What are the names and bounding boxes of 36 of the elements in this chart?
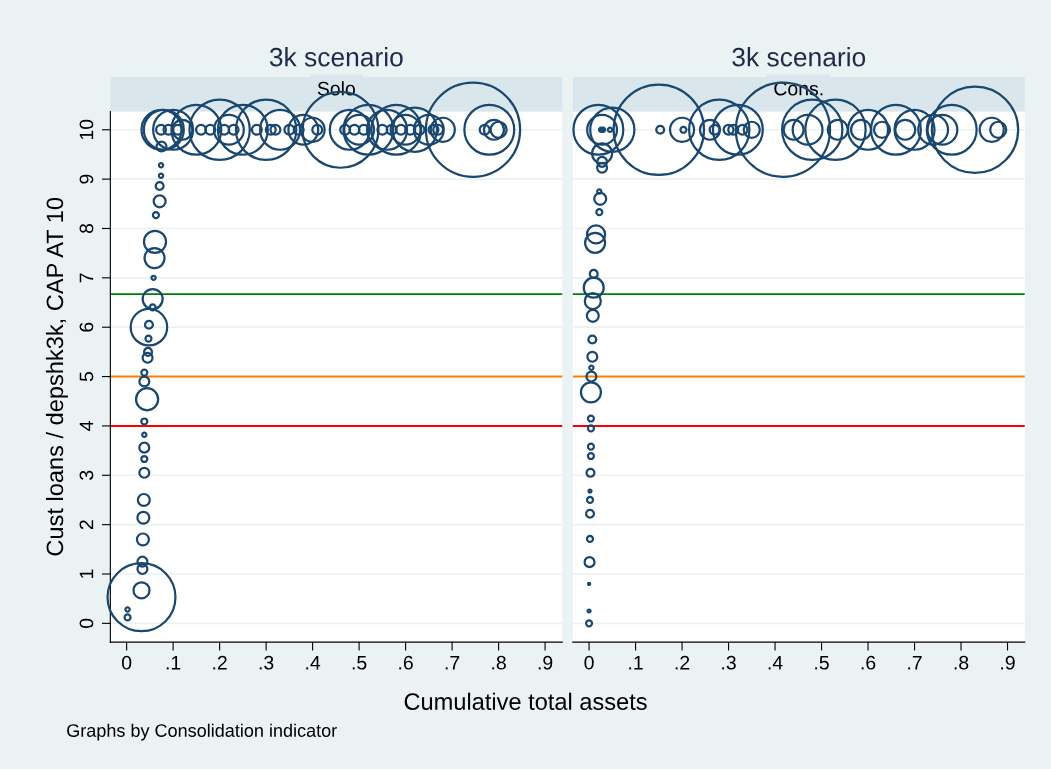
x-axis-title: Cumulative total assets: [404, 692, 647, 710]
x-tick-label: 0: [121, 655, 132, 670]
y-tick-label: 4: [79, 421, 94, 431]
x-tick-label: .3: [722, 655, 736, 670]
y-tick-label: 8: [79, 223, 94, 234]
y-tick-label: 6: [79, 322, 94, 332]
x-tick-label: .6: [861, 655, 876, 670]
x-tick-label: .9: [1001, 655, 1015, 670]
x-tick-label: .4: [306, 656, 321, 670]
y-tick-label: 7: [79, 273, 94, 283]
chart-title: 3k scenario: [269, 47, 403, 67]
x-tick-label: 0: [584, 655, 594, 670]
y-tick-label: 3: [79, 470, 94, 480]
y-tick-label: 5: [79, 371, 94, 382]
x-tick-label: .8: [492, 655, 506, 670]
x-tick-label: .5: [352, 656, 367, 670]
x-tick-label: .9: [538, 655, 553, 670]
x-tick-label: .2: [675, 655, 690, 670]
text: Graphs by Consolidation indicator: [67, 723, 337, 741]
x-tick-label: .2: [213, 655, 227, 670]
y-tick-label: 0: [79, 618, 94, 629]
x-tick-label: .1: [166, 656, 181, 670]
y-tick-label: 1: [79, 569, 94, 578]
x-tick-label: .5: [815, 656, 829, 670]
x-tick-label: .1: [629, 656, 643, 670]
x-tick-label: .7: [908, 656, 922, 670]
y-tick-label: 10: [79, 119, 94, 140]
x-tick-label: .7: [445, 656, 460, 670]
x-tick-label: .6: [399, 655, 413, 670]
x-tick-label: .3: [259, 655, 274, 670]
y-tick-label: 2: [79, 520, 94, 530]
y-axis-title: Cust loans / depshk3k, CAP AT 10: [45, 197, 68, 556]
chart-title: 3k scenario: [732, 47, 866, 67]
y-tick-label: 9: [79, 174, 94, 184]
x-tick-label: .8: [954, 655, 969, 670]
x-tick-label: .4: [768, 656, 783, 670]
